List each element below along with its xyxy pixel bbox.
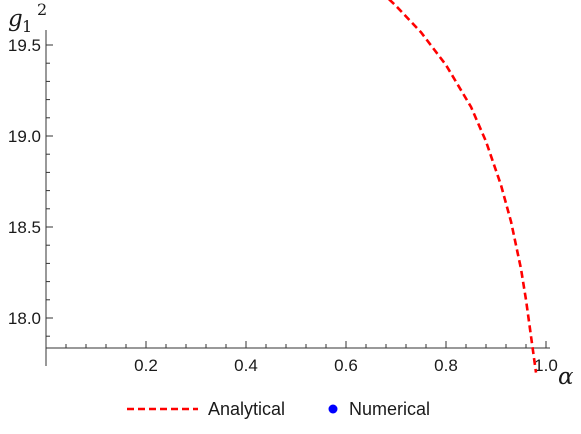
- y-tick-label: 19.0: [8, 127, 41, 146]
- x-tick-label: 0.2: [134, 356, 158, 375]
- y-axis-label: g 1 2: [8, 0, 47, 36]
- series-line-analytical: [387, 0, 538, 373]
- x-tick-label: 0.4: [234, 356, 258, 375]
- legend-swatch-numerical: [328, 404, 338, 414]
- axes: [45, 30, 550, 366]
- y-tick-label: 18.0: [8, 309, 41, 328]
- y-tick-label: 19.5: [8, 36, 41, 55]
- x-ticks: 0.2 0.4 0.6 0.8 1.0: [65, 341, 558, 375]
- y-ticks: 18.018.519.019.520.020.5: [8, 36, 53, 337]
- y-axis-label-subscript: 1: [22, 17, 32, 36]
- x-axis-label: α: [558, 364, 574, 390]
- y-axis-label-superscript: 2: [37, 0, 47, 19]
- legend: Analytical Numerical: [127, 399, 430, 419]
- x-tick-label: 0.8: [434, 356, 458, 375]
- series-layer: [387, 0, 538, 373]
- y-axis-label-base: g: [8, 6, 23, 32]
- legend-label-numerical: Numerical: [349, 399, 430, 419]
- x-tick-label: 1.0: [534, 356, 558, 375]
- legend-label-analytical: Analytical: [208, 399, 285, 419]
- x-tick-label: 0.6: [334, 356, 358, 375]
- y-tick-label: 18.5: [8, 218, 41, 237]
